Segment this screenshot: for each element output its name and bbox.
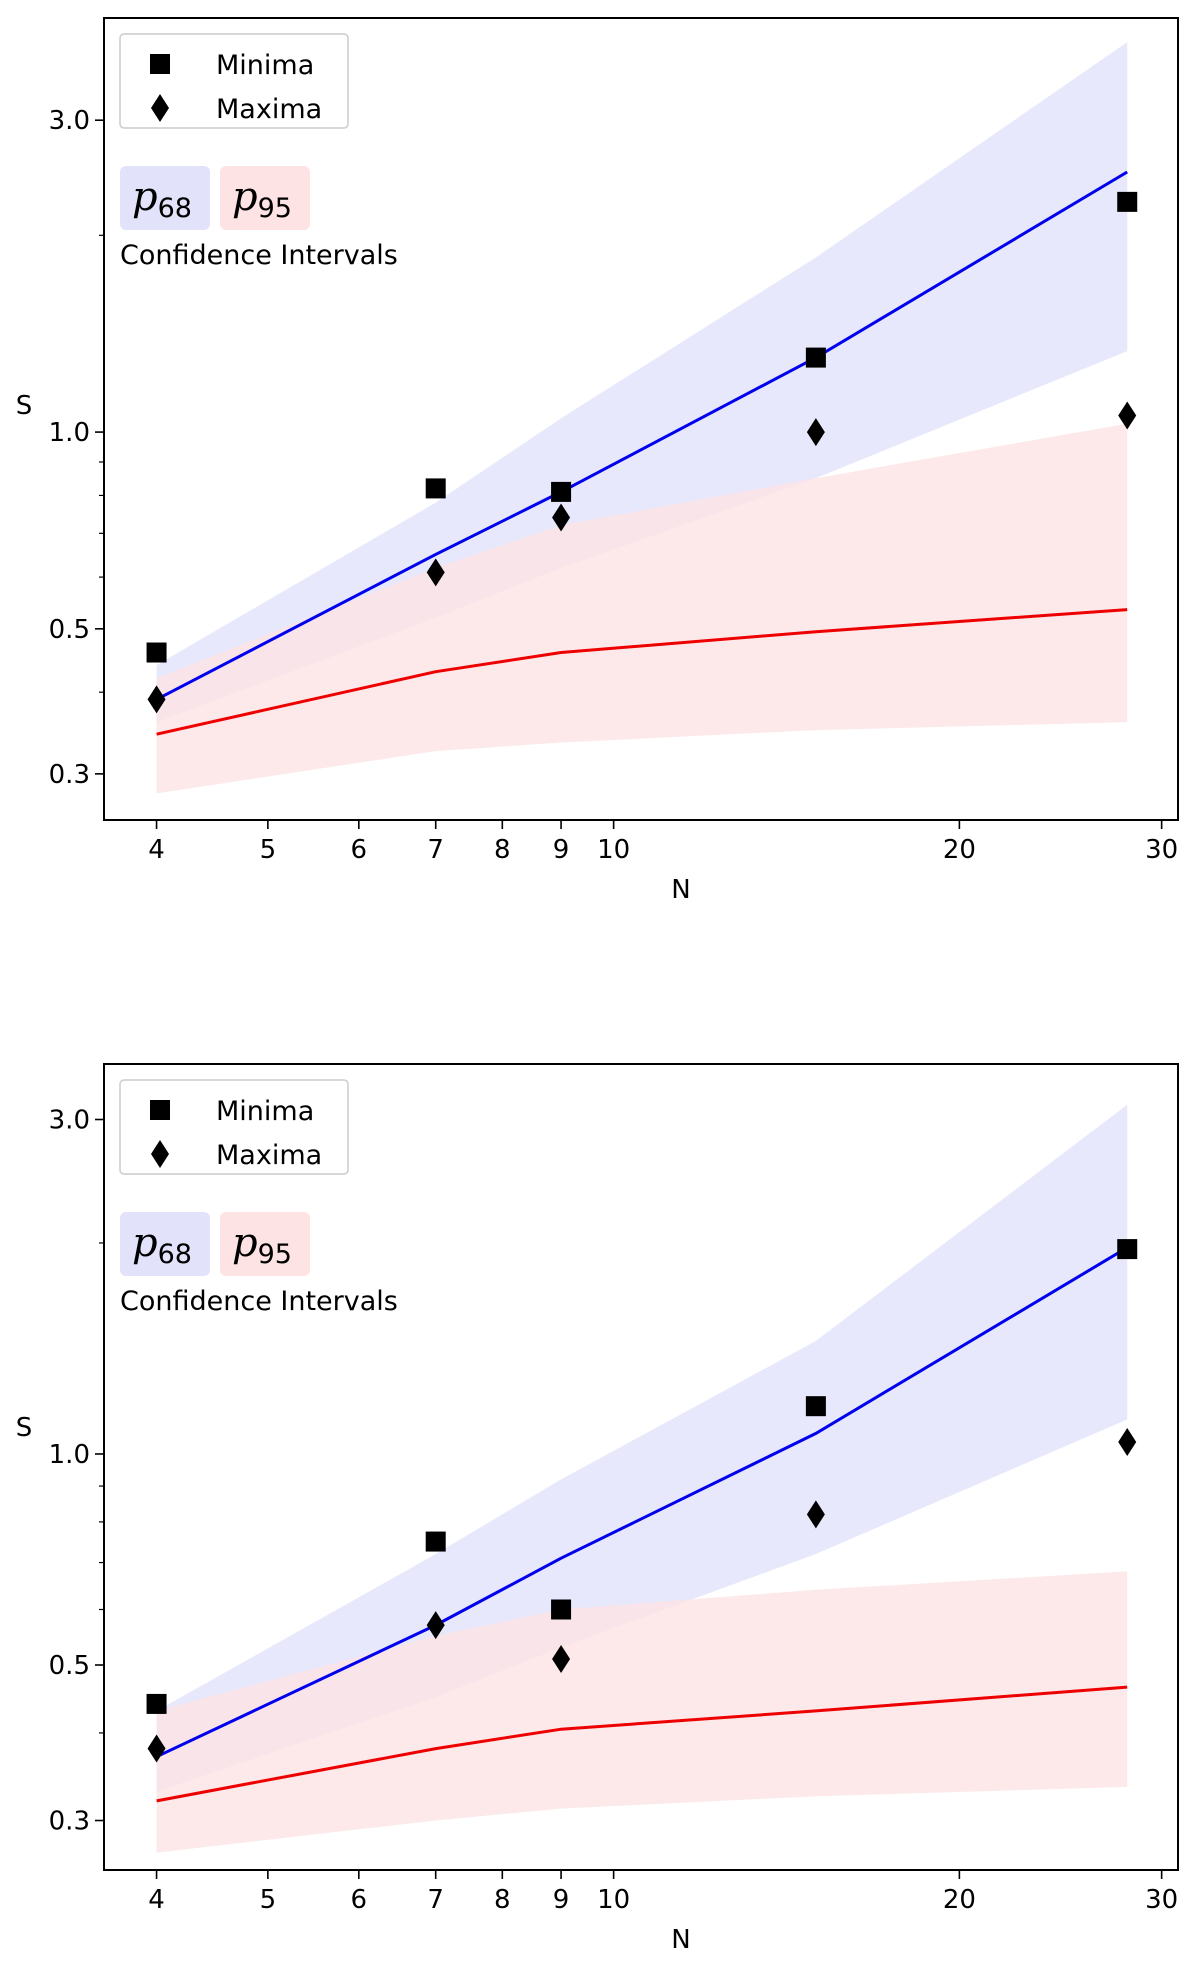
p95-swatch	[220, 1212, 310, 1276]
y-tick-label: 1.0	[49, 1440, 90, 1470]
x-tick-label: 7	[427, 835, 444, 865]
minima-point	[1117, 1239, 1138, 1260]
x-tick-label: 8	[494, 1885, 511, 1915]
p95-symbol: p95	[232, 1220, 292, 1270]
x-tick-label: 6	[351, 835, 368, 865]
confidence-band-2	[156, 1104, 1128, 1792]
maxima-point	[806, 418, 825, 447]
minima-point	[1117, 191, 1138, 212]
y-tick-label: 0.5	[49, 615, 90, 645]
plot-frame	[103, 1063, 1179, 1871]
minima-point	[805, 1396, 826, 1417]
maxima-point	[147, 685, 166, 714]
x-tick-label: 9	[553, 835, 570, 865]
x-tick-label: 5	[260, 835, 277, 865]
confidence-band-3	[156, 423, 1128, 794]
fit-line-2	[155, 1246, 1128, 1759]
x-tick-label: 10	[597, 835, 630, 865]
p68-symbol: p68	[132, 1220, 192, 1270]
y-tick-label: 3.0	[49, 1106, 90, 1136]
x-tick-label: 30	[1145, 1885, 1178, 1915]
x-tick-label: 20	[943, 835, 976, 865]
fit-line-3	[156, 608, 1128, 736]
legend-label: Minima	[216, 1096, 314, 1127]
legend-label: Maxima	[216, 94, 322, 125]
x-tick-label: 20	[943, 1885, 976, 1915]
confidence-band-3	[156, 1571, 1128, 1853]
confidence-band-2	[156, 42, 1128, 723]
x-tick-label: 30	[1145, 835, 1178, 865]
x-tick-label: 6	[351, 1885, 368, 1915]
p95-swatch	[220, 166, 310, 230]
minima-point	[146, 642, 167, 663]
p68-symbol: p68	[132, 174, 192, 224]
minima-point	[551, 1599, 572, 1620]
y-tick-label: 1.0	[49, 418, 90, 448]
fit-line-3	[156, 1685, 1128, 1803]
y-axis-label: S	[16, 391, 33, 421]
x-tick-label: 4	[148, 835, 165, 865]
minima-point	[551, 481, 572, 502]
maxima-point	[426, 558, 445, 587]
minima-point	[425, 1531, 446, 1552]
y-tick-label: 0.5	[49, 1651, 90, 1681]
y-tick-label: 0.3	[49, 1807, 90, 1837]
chart-top: 4 5 6 7 8 9 10 20 30 0.3 0.5 1.0 3.0 N S Minima Maxima p6…	[16, 17, 1179, 905]
legend-square-icon	[150, 54, 170, 74]
ci-caption: Confidence Intervals	[120, 1286, 398, 1317]
minima-point	[425, 478, 446, 499]
x-axis-label: N	[671, 1925, 690, 1955]
maxima-point	[806, 1500, 825, 1529]
legend	[119, 1079, 349, 1175]
x-tick-label: 8	[494, 835, 511, 865]
chart-bottom: 4 5 6 7 8 9 10 20 30 0.3 0.5 1.0 3.0 N S Minima Maxima p6…	[16, 1063, 1179, 1955]
x-axis-label: N	[671, 875, 690, 905]
minima-point	[146, 1693, 167, 1714]
legend-diamond-icon	[151, 1140, 169, 1168]
maxima-point	[147, 1734, 166, 1763]
legend-label: Maxima	[216, 1140, 322, 1171]
plot-frame	[103, 17, 1179, 821]
legend-label: Minima	[216, 50, 314, 81]
maxima-point	[1118, 1428, 1137, 1457]
y-tick-label: 3.0	[49, 106, 90, 136]
maxima-point	[552, 503, 571, 532]
x-tick-label: 5	[260, 1885, 277, 1915]
legend-square-icon	[150, 1100, 170, 1120]
y-tick-label: 0.3	[49, 760, 90, 790]
maxima-point	[1118, 401, 1137, 430]
x-tick-label: 7	[427, 1885, 444, 1915]
x-tick-label: 9	[553, 1885, 570, 1915]
legend	[119, 33, 349, 129]
maxima-point	[552, 1644, 571, 1673]
y-axis-label: S	[16, 1413, 33, 1443]
maxima-point	[426, 1611, 445, 1640]
ci-caption: Confidence Intervals	[120, 240, 398, 271]
x-tick-label: 4	[148, 1885, 165, 1915]
x-tick-label: 10	[597, 1885, 630, 1915]
legend-diamond-icon	[151, 94, 169, 122]
p95-symbol: p95	[232, 174, 292, 224]
minima-point	[805, 347, 826, 368]
p68-swatch	[120, 1212, 210, 1276]
p68-swatch	[120, 166, 210, 230]
